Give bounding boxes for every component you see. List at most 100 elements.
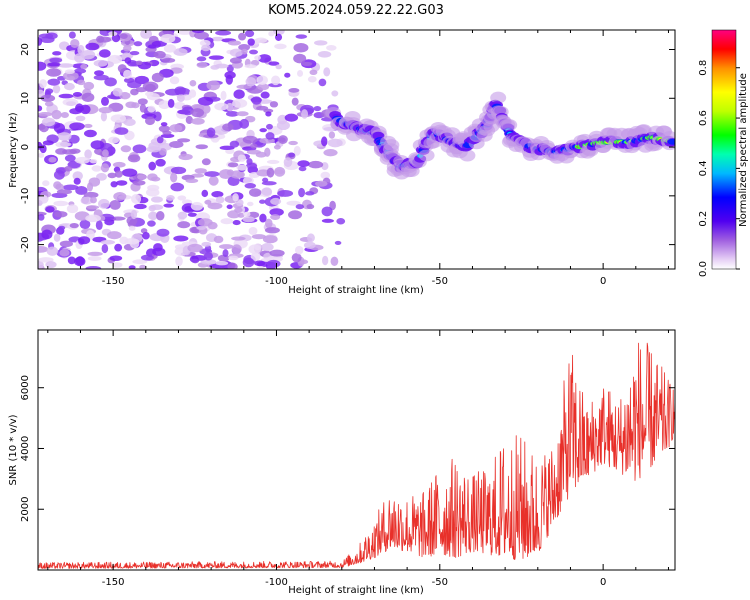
noise-blob (140, 30, 153, 39)
snr-x-label: Height of straight line (km) (288, 585, 424, 596)
noise-blob (215, 30, 232, 36)
noise-blob (206, 80, 221, 91)
noise-blob (98, 106, 113, 114)
noise-blob (170, 182, 185, 192)
noise-blob (251, 234, 267, 240)
noise-blob (326, 44, 337, 51)
noise-blob (288, 210, 303, 220)
noise-blob (38, 260, 44, 269)
noise-blob (191, 258, 200, 264)
noise-blob (197, 218, 213, 227)
noise-blob (47, 78, 61, 86)
noise-blob (295, 204, 305, 210)
noise-blob (309, 69, 318, 76)
noise-blob (194, 168, 207, 174)
noise-blob (42, 140, 54, 146)
noise-blob (128, 225, 136, 231)
noise-blob (72, 92, 83, 97)
noise-blob (53, 200, 69, 207)
noise-blob (254, 260, 266, 267)
noise-blob (293, 53, 307, 64)
noise-blob (132, 180, 146, 186)
noise-blob (38, 37, 43, 46)
noise-blob (256, 105, 269, 111)
noise-blob (185, 115, 193, 125)
noise-blob (288, 88, 300, 93)
noise-blob (81, 92, 95, 103)
noise-blob (230, 170, 245, 179)
spectrogram-y-label: Frequency (Hz) (8, 112, 19, 188)
snr-x-tick-label: -50 (432, 577, 448, 588)
noise-blob (145, 91, 154, 97)
noise-blob (90, 196, 97, 204)
noise-blob (98, 198, 110, 209)
noise-blob (129, 239, 140, 249)
noise-blob (208, 175, 219, 186)
noise-blob (256, 75, 268, 85)
noise-blob (174, 86, 186, 95)
noise-blob (176, 94, 185, 103)
noise-blob (208, 55, 224, 60)
noise-blob (107, 172, 117, 179)
noise-blob (102, 149, 109, 157)
noise-blob (243, 211, 251, 217)
noise-blob (237, 154, 247, 162)
noise-blob (169, 124, 183, 133)
noise-blob (73, 177, 81, 185)
noise-blob (270, 197, 282, 205)
noise-blob (96, 172, 107, 181)
noise-blob (229, 140, 240, 148)
noise-blob (66, 204, 79, 214)
noise-blob (38, 105, 43, 112)
noise-blob (242, 216, 255, 223)
noise-blob (229, 57, 242, 64)
noise-blob (58, 93, 74, 99)
noise-blob (100, 163, 110, 173)
noise-blob (75, 186, 88, 195)
snr-x-tick-label: -100 (265, 577, 288, 588)
noise-blob (226, 64, 234, 73)
noise-blob (113, 192, 127, 201)
noise-blob (231, 244, 242, 255)
noise-blob (44, 101, 54, 107)
noise-blob (124, 57, 132, 64)
noise-blob (89, 158, 98, 164)
noise-blob (196, 56, 207, 62)
spectrogram-x-tick-label: -150 (102, 276, 125, 287)
signal-halo (418, 149, 435, 162)
colorbar-tick-label: 0.8 (698, 60, 709, 76)
noise-blob (101, 243, 109, 254)
noise-blob (38, 61, 47, 71)
noise-blob (298, 187, 306, 198)
figure-title: KOM5.2024.059.22.22.G03 (268, 3, 444, 18)
noise-blob (62, 98, 79, 106)
noise-blob (233, 89, 245, 100)
noise-blob (163, 44, 177, 53)
noise-blob (248, 188, 262, 197)
noise-blob (269, 208, 284, 217)
noise-blob (148, 211, 158, 220)
noise-blob (277, 189, 294, 197)
noise-blob (59, 142, 72, 147)
noise-blob (56, 189, 72, 195)
noise-blob (87, 215, 97, 223)
noise-blob (135, 60, 143, 66)
noise-blob (220, 90, 227, 101)
noise-blob (225, 74, 233, 85)
noise-blob (181, 106, 194, 116)
noise-blob (57, 132, 72, 141)
noise-blob (121, 168, 138, 177)
noise-blob (53, 233, 61, 242)
signal-core (667, 138, 675, 145)
noise-blob (256, 265, 265, 269)
noise-blob (239, 118, 250, 129)
noise-blob (293, 42, 309, 53)
noise-blob (94, 70, 105, 76)
noise-blob (161, 57, 176, 63)
noise-blob (306, 203, 315, 210)
noise-blob (187, 212, 198, 217)
noise-blob (53, 122, 66, 133)
noise-blob (147, 220, 156, 227)
noise-blob (64, 69, 75, 74)
noise-blob (38, 245, 49, 253)
